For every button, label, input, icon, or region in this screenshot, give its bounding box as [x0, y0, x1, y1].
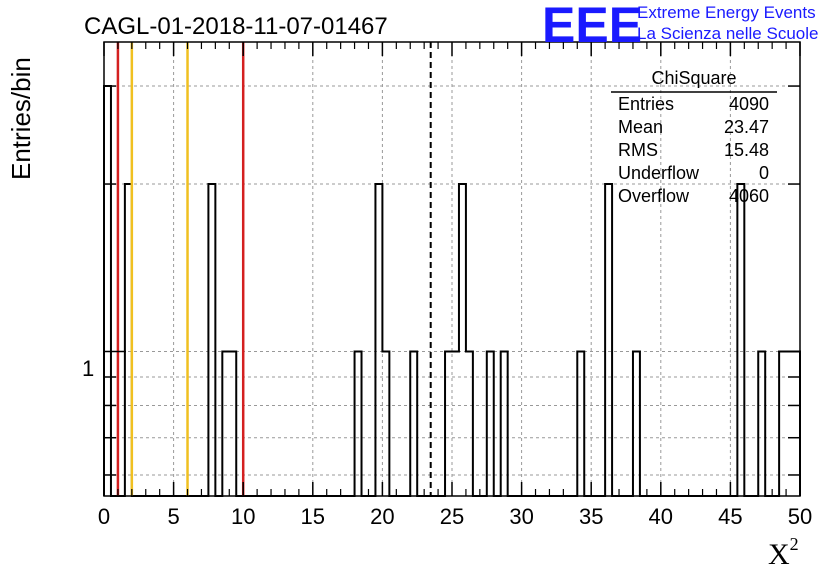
- stats-row-value: 0: [759, 163, 769, 183]
- stats-row-value: 23.47: [724, 117, 769, 137]
- x-tick-label: 30: [509, 504, 533, 529]
- histogram-bin: [779, 352, 786, 496]
- x-tick-label: 50: [788, 504, 812, 529]
- axis-ticks: 0 5 10 15 20 25 30 35 40 45 50: [98, 42, 812, 529]
- x-tick-label: 20: [370, 504, 394, 529]
- histogram-bin: [355, 352, 362, 496]
- stats-row-label: Entries: [618, 94, 674, 114]
- histogram-bin: [633, 352, 640, 496]
- x-axis-label: X2: [768, 534, 799, 571]
- x-tick-label: 25: [440, 504, 464, 529]
- y-axis-label: Entries/bin: [6, 57, 36, 180]
- histogram-bin: [459, 184, 466, 496]
- x-tick-label: 45: [718, 504, 742, 529]
- histogram-bin: [104, 86, 111, 496]
- histogram-bin: [452, 352, 459, 496]
- stats-row-value: 4060: [729, 186, 769, 206]
- eee-logo: EEE Extreme Energy Events La Scienza nel…: [542, 0, 818, 53]
- logo-line-1: Extreme Energy Events: [637, 3, 816, 22]
- histogram-bin: [466, 352, 473, 496]
- histogram-bin: [208, 184, 215, 496]
- stats-row-label: RMS: [618, 140, 658, 160]
- x-axis-label-superscript: 2: [790, 534, 799, 554]
- stats-rows: Entries 4090 Mean 23.47 RMS 15.48 Underflow 0 Ov…: [618, 94, 769, 206]
- run-title: CAGL-01-2018-11-07-01467: [84, 13, 388, 40]
- y-tick-label: 1: [82, 356, 94, 381]
- cut-lines: [116, 42, 432, 496]
- histogram-bin: [577, 352, 584, 496]
- stats-row-label: Mean: [618, 117, 663, 137]
- x-tick-label: 35: [579, 504, 603, 529]
- x-tick-label: 15: [301, 504, 325, 529]
- stats-row-label: Overflow: [618, 186, 690, 206]
- x-tick-label: 40: [649, 504, 673, 529]
- histogram-bin: [445, 352, 452, 496]
- x-tick-label: 5: [167, 504, 179, 529]
- histogram-bin: [375, 184, 382, 496]
- stats-row-value: 4090: [729, 94, 769, 114]
- stats-title: ChiSquare: [651, 68, 736, 88]
- histogram-bin: [737, 184, 744, 496]
- x-tick-label: 0: [98, 504, 110, 529]
- histogram-bin: [222, 352, 229, 496]
- histogram-bin: [382, 352, 389, 496]
- stats-box: ChiSquare Entries 4090 Mean 23.47 RMS 15.48 Un…: [611, 68, 777, 206]
- eee-logo-text: EEE: [542, 0, 642, 53]
- histogram-bin: [758, 352, 765, 496]
- x-tick-label: 10: [231, 504, 255, 529]
- stats-row-value: 15.48: [724, 140, 769, 160]
- histogram-bin: [487, 352, 494, 496]
- x-axis-label-base: X: [768, 538, 790, 571]
- histogram-bin: [501, 352, 508, 496]
- logo-line-2: La Scienza nelle Scuole: [637, 24, 818, 43]
- histogram-bin: [229, 352, 236, 496]
- histogram-bin: [410, 352, 417, 496]
- histogram-bin: [605, 184, 612, 496]
- stats-row-label: Underflow: [618, 163, 700, 183]
